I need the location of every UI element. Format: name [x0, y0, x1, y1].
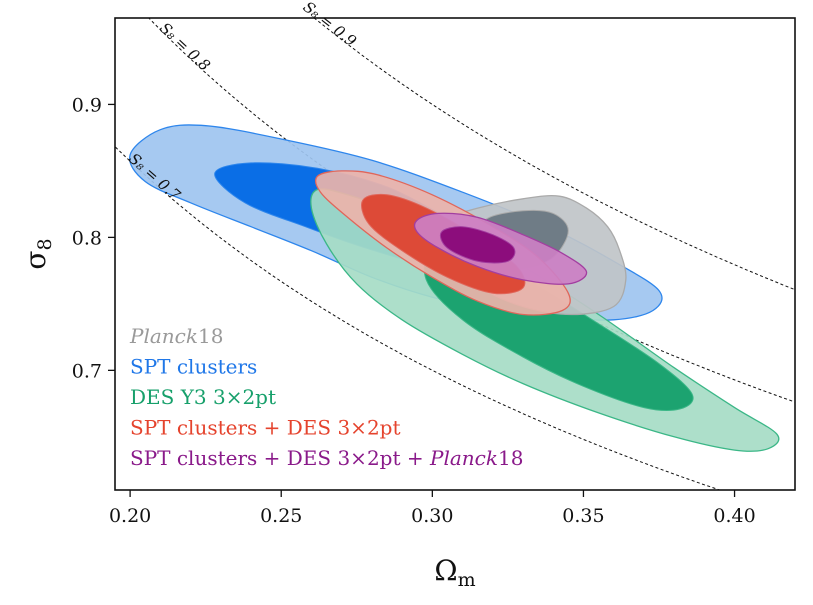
legend: Planck18 SPT clusters DES Y3 3×2pt SPT clus… [129, 324, 523, 470]
s8-line-0.7 [115, 145, 722, 490]
contour-68-spt-clusters-des-3x2pt-planck18 [439, 226, 516, 264]
legend-entry-0: Planck18 [129, 324, 223, 348]
s8-label-0.9: S₈ = 0.9 [300, 0, 360, 51]
x-tick-label: 0.30 [411, 505, 453, 527]
x-tick-label: 0.35 [562, 505, 604, 527]
s8-label-0.8: S₈ = 0.8 [156, 19, 214, 75]
confidence-contours [128, 124, 780, 452]
y-tick-label: 0.9 [72, 94, 102, 116]
x-axis-ticks: 0.20 0.25 0.30 0.35 0.40 [109, 490, 756, 527]
x-tick-label: 0.40 [713, 505, 755, 527]
y-axis-label: σ8 [19, 238, 56, 269]
s8-line-0.9 [313, 18, 795, 291]
legend-entry-4: SPT clusters + DES 3×2pt + Planck18 [130, 446, 523, 470]
x-tick-label: 0.25 [260, 505, 302, 527]
y-axis-ticks: 0.7 0.8 0.9 [72, 94, 115, 382]
plot-frame [114, 17, 796, 491]
s8-reference-lines [115, 18, 795, 490]
legend-entry-1: SPT clusters [130, 355, 257, 379]
legend-entry-3: SPT clusters + DES 3×2pt [130, 416, 401, 440]
s8-line-0.8 [148, 18, 795, 403]
y-tick-label: 0.8 [72, 227, 102, 249]
x-tick-label: 0.20 [109, 505, 151, 527]
legend-entry-2: DES Y3 3×2pt [130, 385, 276, 409]
contour-group-spt-clusters-des-3x2pt-planck18 [413, 212, 588, 285]
y-tick-label: 0.7 [72, 360, 102, 382]
x-axis-label: Ωm [434, 554, 475, 591]
